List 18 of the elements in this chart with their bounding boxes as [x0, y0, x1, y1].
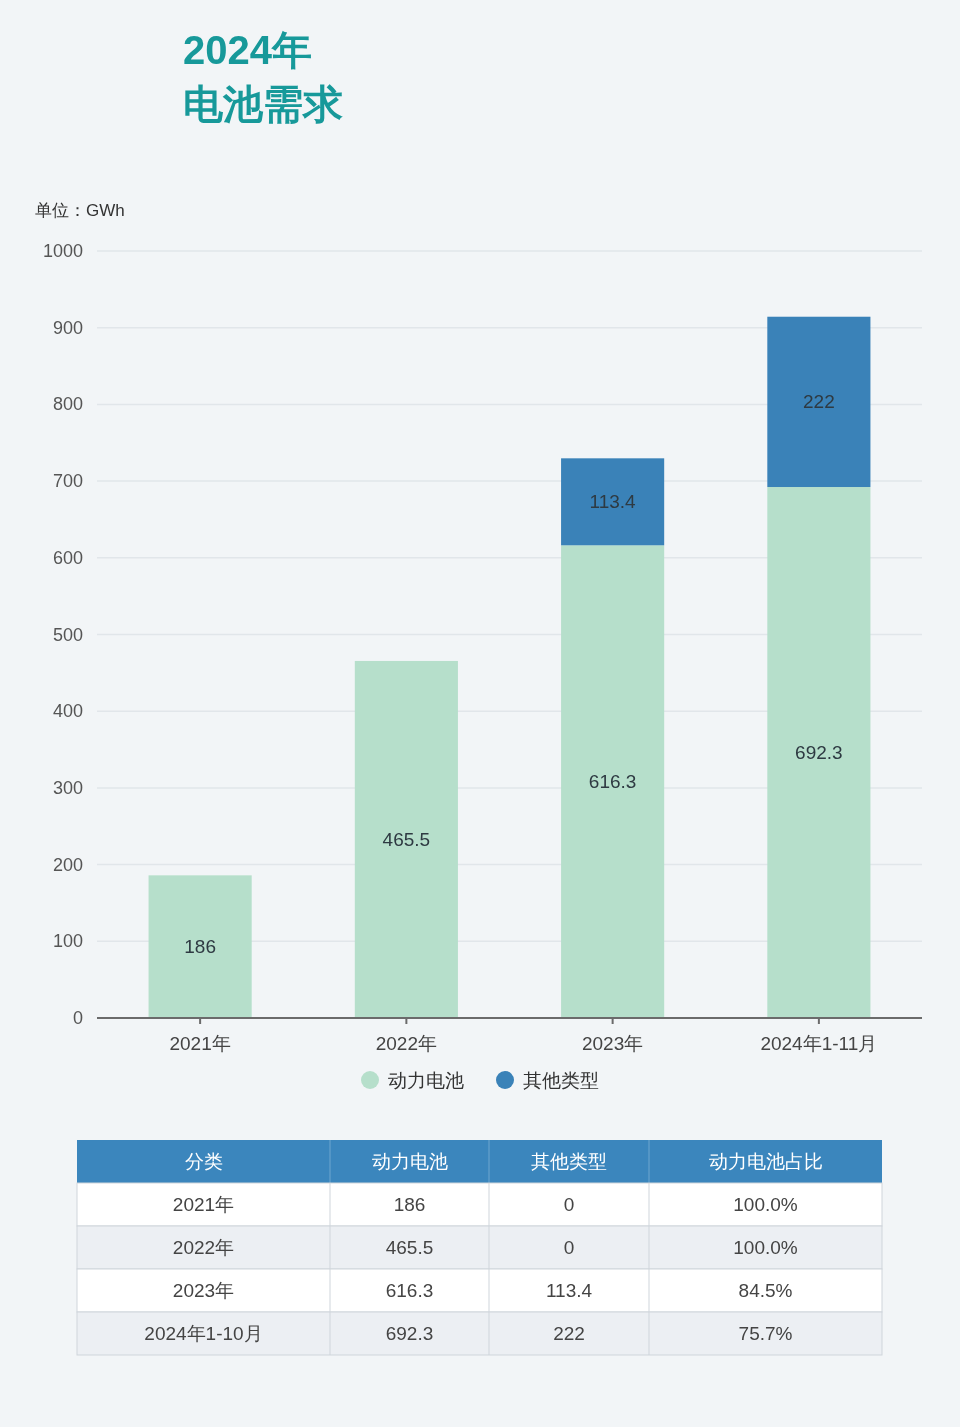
xtick: 2021年 — [169, 1032, 231, 1054]
xtick: 2022年 — [375, 1032, 437, 1054]
ytick: 1000 — [42, 241, 83, 261]
ytick: 600 — [52, 547, 83, 568]
ytick: 100 — [52, 931, 83, 952]
ylabel: 单位：GWh — [35, 200, 125, 220]
ytick: 800 — [52, 394, 83, 415]
ytick: 300 — [52, 777, 83, 798]
ytick: 0 — [73, 1008, 83, 1028]
ytick: 700 — [52, 471, 83, 492]
subtitle: 电池需求 — [183, 82, 343, 126]
ytick: 500 — [52, 624, 83, 645]
xtick: 2023年 — [582, 1032, 644, 1054]
ytick: 200 — [52, 854, 83, 875]
title: 2024年 — [183, 28, 312, 72]
ytick: 400 — [52, 701, 83, 722]
xtick: 2024年1-11月 — [760, 1032, 878, 1054]
ytick: 900 — [52, 317, 83, 338]
